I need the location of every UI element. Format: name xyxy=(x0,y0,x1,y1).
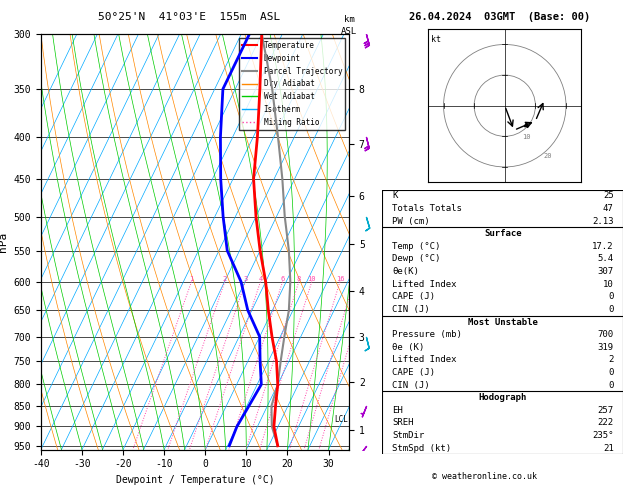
Text: Temp (°C): Temp (°C) xyxy=(392,242,440,251)
Text: 20: 20 xyxy=(543,153,552,159)
Text: 257: 257 xyxy=(598,406,614,415)
Text: CAPE (J): CAPE (J) xyxy=(392,368,435,377)
Text: 47: 47 xyxy=(603,204,614,213)
Text: Pressure (mb): Pressure (mb) xyxy=(392,330,462,339)
Text: 3: 3 xyxy=(243,276,247,282)
Text: StmSpd (kt): StmSpd (kt) xyxy=(392,444,451,452)
Text: 2: 2 xyxy=(608,355,614,364)
Text: Hodograph: Hodograph xyxy=(479,393,527,402)
Text: EH: EH xyxy=(392,406,403,415)
Text: K: K xyxy=(392,191,398,200)
Text: Dewp (°C): Dewp (°C) xyxy=(392,255,440,263)
X-axis label: Dewpoint / Temperature (°C): Dewpoint / Temperature (°C) xyxy=(116,475,274,485)
Text: 0: 0 xyxy=(608,368,614,377)
Text: Lifted Index: Lifted Index xyxy=(392,280,457,289)
Text: Lifted Index: Lifted Index xyxy=(392,355,457,364)
Text: SREH: SREH xyxy=(392,418,414,428)
Text: CIN (J): CIN (J) xyxy=(392,305,430,314)
Text: CAPE (J): CAPE (J) xyxy=(392,293,435,301)
Text: 16: 16 xyxy=(336,276,344,282)
Text: Most Unstable: Most Unstable xyxy=(468,317,538,327)
Text: 4: 4 xyxy=(259,276,263,282)
Text: StmDir: StmDir xyxy=(392,431,425,440)
Text: 50°25'N  41°03'E  155m  ASL: 50°25'N 41°03'E 155m ASL xyxy=(97,12,280,22)
Text: 0: 0 xyxy=(608,293,614,301)
Text: 10: 10 xyxy=(522,135,530,140)
Text: Totals Totals: Totals Totals xyxy=(392,204,462,213)
Text: 2.13: 2.13 xyxy=(592,217,614,226)
Text: 17.2: 17.2 xyxy=(592,242,614,251)
Y-axis label: hPa: hPa xyxy=(0,232,8,252)
Text: 6: 6 xyxy=(281,276,285,282)
Text: 2: 2 xyxy=(223,276,227,282)
Text: 10: 10 xyxy=(603,280,614,289)
Text: 0: 0 xyxy=(608,305,614,314)
Text: 21: 21 xyxy=(603,444,614,452)
Text: 307: 307 xyxy=(598,267,614,276)
Text: θe (K): θe (K) xyxy=(392,343,425,352)
Text: Surface: Surface xyxy=(484,229,521,238)
Text: ASL: ASL xyxy=(341,27,357,36)
Text: 8: 8 xyxy=(297,276,301,282)
Text: 10: 10 xyxy=(308,276,316,282)
Text: 235°: 235° xyxy=(592,431,614,440)
Text: 26.04.2024  03GMT  (Base: 00): 26.04.2024 03GMT (Base: 00) xyxy=(409,12,591,22)
Text: 5.4: 5.4 xyxy=(598,255,614,263)
Text: CIN (J): CIN (J) xyxy=(392,381,430,390)
Text: 700: 700 xyxy=(598,330,614,339)
Text: 222: 222 xyxy=(598,418,614,428)
Text: kt: kt xyxy=(431,35,442,44)
Text: © weatheronline.co.uk: © weatheronline.co.uk xyxy=(432,472,537,481)
Text: LCL: LCL xyxy=(334,415,348,424)
Text: 25: 25 xyxy=(603,191,614,200)
Legend: Temperature, Dewpoint, Parcel Trajectory, Dry Adiabat, Wet Adiabat, Isotherm, Mi: Temperature, Dewpoint, Parcel Trajectory… xyxy=(239,38,345,130)
Text: θe(K): θe(K) xyxy=(392,267,419,276)
Text: km: km xyxy=(343,15,355,24)
Text: PW (cm): PW (cm) xyxy=(392,217,430,226)
Text: 319: 319 xyxy=(598,343,614,352)
Text: 0: 0 xyxy=(608,381,614,390)
Text: 1: 1 xyxy=(189,276,194,282)
